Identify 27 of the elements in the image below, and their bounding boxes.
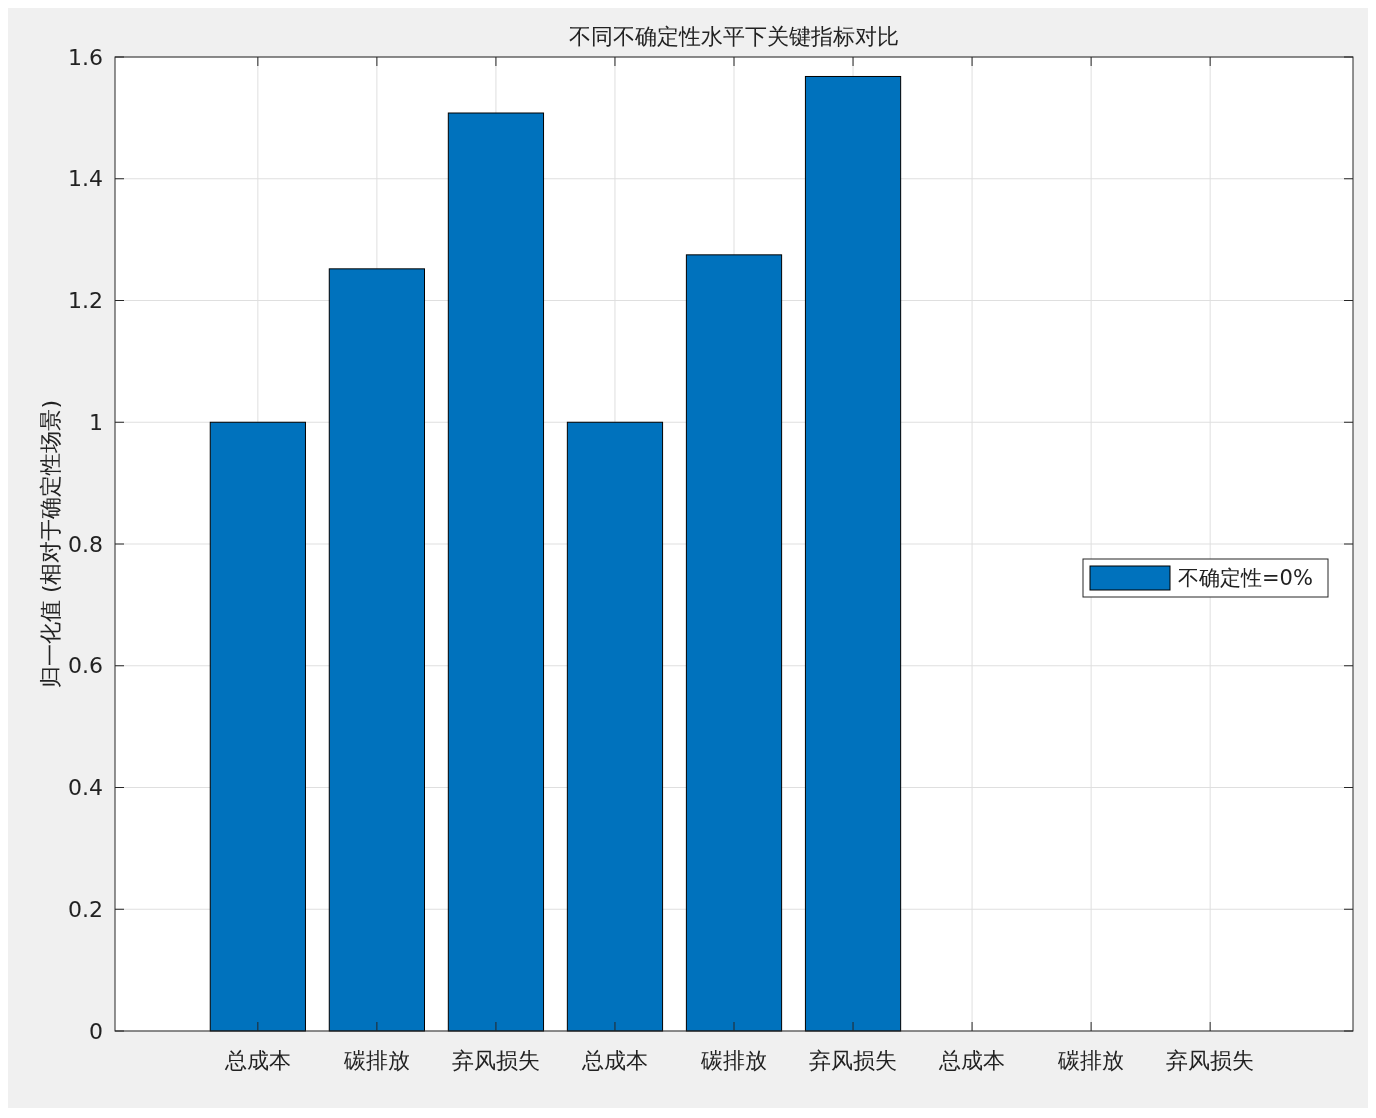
legend-label: 不确定性=0%: [1178, 566, 1313, 591]
y-tick-label: 1.2: [68, 288, 103, 314]
y-tick-label: 0.6: [68, 653, 103, 679]
x-tick-label: 碳排放: [700, 1048, 767, 1073]
bar: [209, 421, 306, 1032]
x-tick-label: 弃风损失: [809, 1048, 898, 1073]
y-tick-label: 0.2: [68, 896, 103, 922]
x-tick-label: 碳排放: [1057, 1048, 1125, 1073]
y-tick-label: 1.6: [68, 44, 103, 70]
y-tick-label: 0: [89, 1018, 103, 1044]
bar: [328, 268, 425, 1032]
x-tick-label: 碳排放: [342, 1048, 410, 1073]
x-tick-label: 总成本: [580, 1048, 648, 1073]
x-tick-label: 总成本: [223, 1048, 291, 1073]
y-axis-title: 归一化值 (相对于确定性场景): [38, 399, 63, 689]
bar: [804, 75, 902, 1032]
chart-title: 不同不确定性水平下关键指标对比: [569, 24, 899, 49]
x-tick-label: 弃风损失: [451, 1048, 540, 1073]
bar: [566, 421, 664, 1032]
y-tick-label: 1: [89, 409, 103, 435]
y-tick-label: 1.4: [68, 166, 103, 192]
x-tick-label: 总成本: [938, 1048, 1006, 1073]
bar: [447, 112, 545, 1032]
x-tick-label: 弃风损失: [1166, 1048, 1255, 1073]
bar: [685, 254, 783, 1032]
y-tick-label: 0.4: [68, 775, 103, 801]
y-tick-label: 0.8: [68, 531, 103, 557]
